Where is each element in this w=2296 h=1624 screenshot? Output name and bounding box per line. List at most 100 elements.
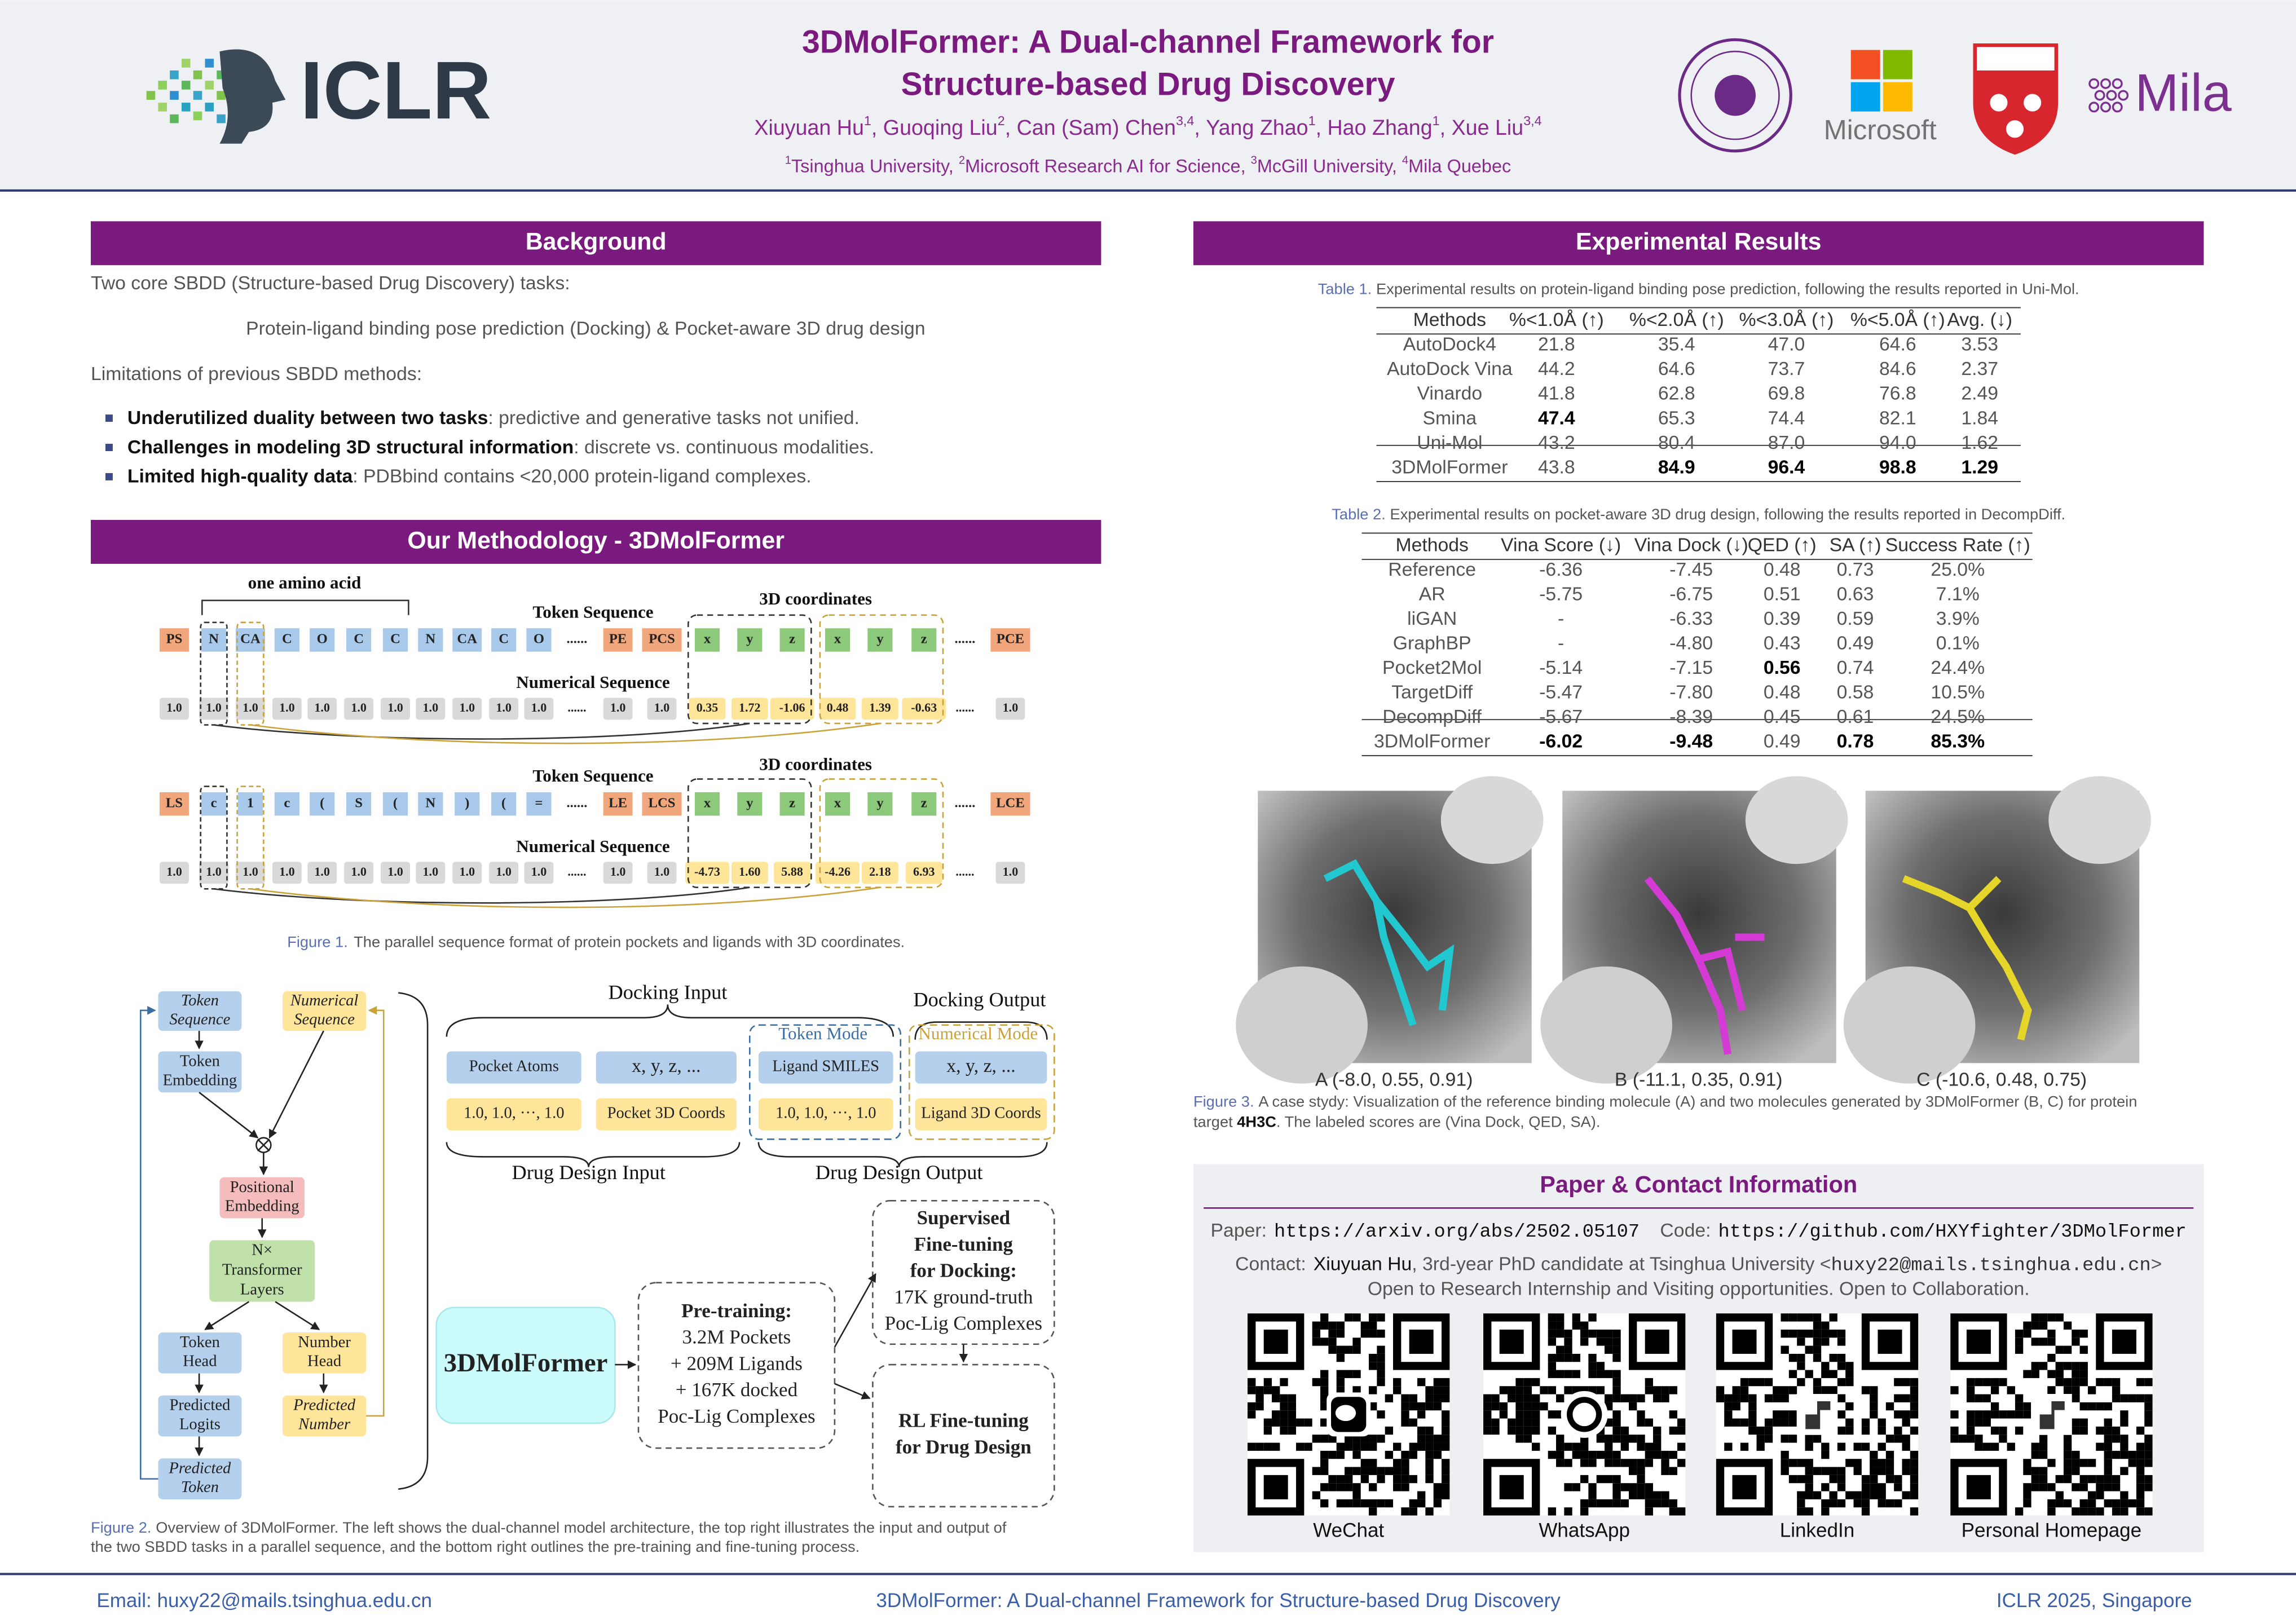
qr-module bbox=[1797, 1353, 1805, 1362]
number: 1.0 bbox=[279, 864, 295, 879]
table-cell: Vinardo bbox=[1417, 383, 1482, 404]
number-box bbox=[272, 698, 302, 720]
token-box bbox=[603, 628, 633, 652]
qr-module bbox=[1352, 1491, 1361, 1499]
qr-module bbox=[1433, 1394, 1442, 1402]
qr-module bbox=[2112, 1378, 2121, 1387]
qr-module bbox=[1605, 1329, 1613, 1338]
qr-module bbox=[1572, 1483, 1581, 1491]
qr-module bbox=[2144, 1378, 2153, 1387]
qr-module bbox=[1320, 1386, 1329, 1394]
qr-module bbox=[1369, 1499, 1377, 1508]
qr-label: WhatsApp bbox=[1539, 1519, 1630, 1541]
number-box bbox=[647, 698, 677, 720]
qr-module bbox=[1894, 1378, 1902, 1387]
number-box bbox=[770, 698, 814, 720]
qr-module bbox=[1425, 1394, 1434, 1402]
qr-module bbox=[1369, 1459, 1377, 1467]
qr-module bbox=[1829, 1313, 1837, 1322]
qr-module bbox=[1629, 1402, 1637, 1411]
diagram-box bbox=[758, 1051, 893, 1084]
qr-module bbox=[1320, 1402, 1329, 1411]
qr-module bbox=[1409, 1475, 1418, 1484]
token: C bbox=[282, 632, 292, 647]
qr-module bbox=[1369, 1321, 1377, 1330]
qr-module bbox=[1878, 1459, 1886, 1467]
qr-module bbox=[1885, 1499, 1894, 1508]
table-cell: Smina bbox=[1423, 407, 1477, 429]
number: 1.0 bbox=[314, 700, 330, 714]
text-span: Microsoft Research AI for Science, bbox=[965, 156, 1251, 176]
qr-module bbox=[2087, 1475, 2096, 1484]
qr-module bbox=[1677, 1418, 1686, 1427]
qr-module bbox=[2079, 1370, 2088, 1378]
qr-module bbox=[1417, 1426, 1426, 1435]
token: N bbox=[425, 632, 435, 647]
qr-module bbox=[1661, 1386, 1669, 1394]
mila-dot bbox=[2100, 102, 2111, 113]
qr-module bbox=[1605, 1475, 1613, 1484]
qr-module bbox=[2047, 1329, 2056, 1338]
bullet-marker bbox=[105, 414, 113, 422]
text-span: target bbox=[1193, 1113, 1237, 1131]
diagram-box bbox=[283, 1332, 367, 1374]
surface-shade bbox=[1440, 776, 1544, 864]
qr-module bbox=[1320, 1394, 1329, 1402]
table-header: %<1.0Å (↑) bbox=[1509, 309, 1604, 330]
diagram-text: for Drug Design bbox=[896, 1436, 1032, 1458]
qr-module bbox=[1548, 1338, 1557, 1346]
footer-text: Email: huxy22@mails.tsinghua.edu.cn bbox=[96, 1590, 432, 1612]
qr-module bbox=[1966, 1426, 1975, 1435]
number-box bbox=[731, 698, 768, 720]
qr-module bbox=[2144, 1450, 2153, 1459]
qr-module bbox=[1605, 1459, 1613, 1467]
qr-module bbox=[1661, 1459, 1669, 1467]
qr-module bbox=[1966, 1435, 1975, 1443]
table-cell: 64.6 bbox=[1658, 358, 1695, 379]
table-cell: Reference bbox=[1388, 559, 1476, 580]
qr-module bbox=[1336, 1475, 1345, 1484]
diagram-box bbox=[283, 1395, 367, 1437]
qr-module bbox=[1352, 1386, 1361, 1394]
token-box bbox=[990, 792, 1030, 816]
section-bar bbox=[1193, 221, 2204, 266]
qr-module bbox=[1637, 1475, 1645, 1484]
table-cell: 84.9 bbox=[1658, 457, 1695, 478]
qr-module bbox=[1572, 1313, 1581, 1322]
diagram-box bbox=[283, 991, 367, 1031]
qr-module bbox=[1829, 1370, 1837, 1378]
qr-module bbox=[1523, 1435, 1532, 1443]
qr-module bbox=[1885, 1475, 1894, 1484]
qr-module bbox=[2063, 1345, 2072, 1354]
qr-module bbox=[1352, 1483, 1361, 1491]
qr-module bbox=[1821, 1338, 1830, 1346]
qr-module bbox=[1982, 1378, 1991, 1387]
table-cell: -5.14 bbox=[1539, 657, 1583, 678]
qr-module bbox=[2104, 1483, 2112, 1491]
qr-module bbox=[1805, 1483, 1813, 1491]
qr-module bbox=[1377, 1362, 1385, 1370]
qr-module bbox=[1653, 1435, 1662, 1443]
qr-module bbox=[1764, 1378, 1773, 1387]
qr-module bbox=[1748, 1394, 1757, 1402]
qr-module bbox=[1910, 1475, 1919, 1484]
qr-module bbox=[1637, 1442, 1645, 1451]
qr-module bbox=[1320, 1378, 1329, 1387]
qr-module bbox=[2007, 1410, 2015, 1419]
qr-module bbox=[2031, 1321, 2039, 1330]
token: y bbox=[876, 632, 884, 647]
qr-module bbox=[1442, 1459, 1450, 1467]
qr-module bbox=[2047, 1459, 2056, 1467]
number: -4.26 bbox=[825, 864, 850, 879]
qr-module bbox=[1532, 1426, 1540, 1435]
number-box bbox=[524, 698, 554, 720]
qr-module bbox=[2079, 1329, 2088, 1338]
qr-module bbox=[1797, 1491, 1805, 1499]
qr-module bbox=[2072, 1483, 2080, 1491]
table-cell: 98.8 bbox=[1879, 457, 1916, 478]
qr-module bbox=[1894, 1483, 1902, 1491]
table-cell: 94.0 bbox=[1879, 432, 1916, 453]
qr-module bbox=[1620, 1442, 1629, 1451]
table-cell: AutoDock4 bbox=[1403, 333, 1496, 355]
number: 1.0 bbox=[206, 700, 222, 714]
